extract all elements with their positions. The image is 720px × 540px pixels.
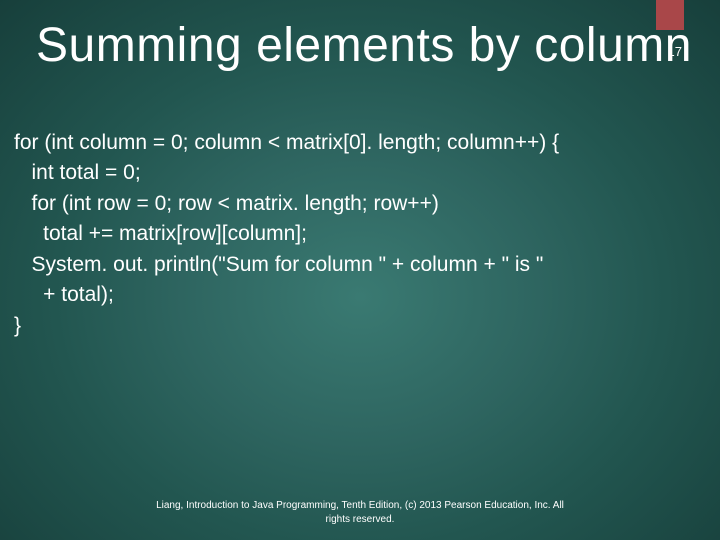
footer-line: rights reserved. xyxy=(326,514,395,525)
code-line: total += matrix[row][column]; xyxy=(14,222,307,245)
footer-line: Liang, Introduction to Java Programming,… xyxy=(156,500,564,511)
code-line: System. out. println("Sum for column " +… xyxy=(14,253,543,276)
slide-title: Summing elements by column xyxy=(36,18,692,73)
code-line: } xyxy=(14,314,21,337)
code-line: for (int row = 0; row < matrix. length; … xyxy=(14,192,439,215)
code-line: + total); xyxy=(14,283,114,306)
title-row: Summing elements by column xyxy=(36,18,700,73)
code-block: for (int column = 0; column < matrix[0].… xyxy=(14,128,706,341)
code-line: for (int column = 0; column < matrix[0].… xyxy=(14,131,559,154)
code-line: int total = 0; xyxy=(14,161,141,184)
footer: Liang, Introduction to Java Programming,… xyxy=(0,499,720,526)
